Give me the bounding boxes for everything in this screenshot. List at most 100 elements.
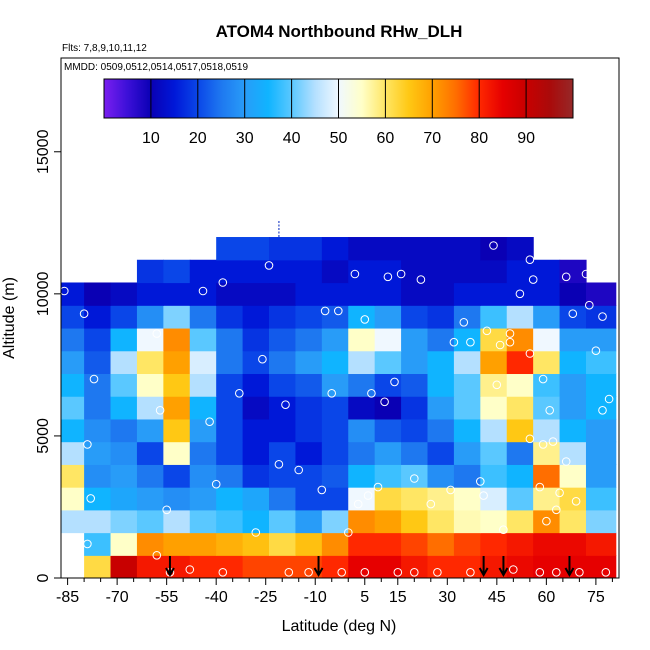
heatmap-cell (295, 396, 323, 420)
heatmap-cell (427, 441, 455, 465)
heatmap-cell (374, 532, 402, 556)
chart-title: ATOM4 Northbound RHw_DLH (216, 22, 463, 41)
heatmap-cell (453, 532, 481, 556)
heatmap-cell (242, 487, 270, 511)
heatmap-cell (242, 464, 270, 488)
heatmap-cell (84, 487, 112, 511)
heatmap-cell (453, 509, 481, 534)
heatmap-cell (480, 282, 508, 306)
sample-point (604, 394, 614, 404)
heatmap-cell (269, 259, 297, 284)
sample-point (525, 349, 535, 358)
sample-point (162, 505, 171, 515)
y-tick-label: 10000 (35, 272, 52, 317)
heatmap-cell (427, 555, 455, 578)
heatmap-cell (163, 350, 191, 375)
sample-point (410, 474, 419, 483)
sample-point (601, 568, 611, 577)
heatmap-cell (189, 282, 217, 306)
heatmap-cell (61, 464, 85, 488)
heatmap-cell (506, 555, 534, 578)
sample-point (571, 497, 581, 506)
heatmap-cell (110, 441, 138, 465)
sample-point (350, 269, 360, 279)
heatmap-cell (401, 259, 429, 284)
heatmap-cell (163, 487, 191, 511)
heatmap-cell (269, 532, 297, 556)
heatmap-cell (163, 327, 191, 352)
heatmap-cell (242, 418, 270, 443)
heatmap-cell (427, 509, 455, 534)
heatmap-cell (533, 464, 561, 488)
heatmap-cell (348, 487, 376, 511)
heatmap-cell (480, 350, 508, 375)
heatmap-cell (374, 464, 402, 488)
heatmap-cell (110, 305, 138, 329)
heatmap-cell (427, 487, 455, 511)
flight-arrow-head (564, 567, 575, 578)
sample-point (83, 539, 92, 549)
heatmap-cell (269, 418, 297, 443)
colorbar-ticks: 10 20 30 40 50 60 70 80 90 (142, 79, 535, 147)
heatmap-cell (401, 487, 429, 511)
heatmap-cell (533, 418, 561, 443)
heatmap-cell (189, 441, 217, 465)
heatmap-cell (453, 464, 481, 488)
heatmap-cell (163, 532, 191, 556)
heatmap-cell (480, 487, 508, 511)
heatmap-cell (242, 441, 270, 465)
heatmap-cell (559, 350, 587, 375)
heatmap-cell (427, 350, 455, 375)
heatmap-cell (480, 441, 508, 465)
sample-point (109, 272, 119, 282)
heatmap-cell (559, 532, 587, 556)
colorbar-tick-label: 10 (142, 130, 160, 147)
heatmap-cell (61, 396, 85, 420)
sample-point (390, 377, 399, 387)
heatmap-cell (348, 350, 376, 375)
heatmap-cell (453, 305, 481, 329)
heatmap-cell (585, 282, 617, 306)
heatmap-cell (401, 350, 429, 375)
sample-point (79, 309, 89, 319)
heatmap-cell (84, 418, 112, 443)
heatmap-cell (506, 418, 534, 443)
sample-point (482, 326, 492, 336)
heatmap-cell (401, 305, 429, 329)
heatmap-cell (242, 282, 270, 306)
sample-point (542, 516, 551, 526)
heatmap-cell (163, 259, 191, 284)
heatmap-cell (110, 396, 138, 420)
flights-note: Flts: 7,8,9,10,11,12 (62, 43, 147, 54)
sample-point (360, 568, 370, 577)
sample-point (505, 337, 515, 347)
heatmap-cell (453, 373, 481, 397)
heatmap-cell (453, 350, 481, 375)
heatmap-cell (480, 464, 508, 488)
heatmap-cell (136, 464, 164, 488)
sample-point (396, 269, 406, 279)
flight-arrow (478, 556, 489, 578)
heatmap-cell (401, 396, 429, 420)
heatmap-cell (427, 396, 455, 420)
heatmap-cell (374, 441, 402, 465)
heatmap-cell (136, 259, 164, 284)
heatmap-cell (348, 259, 376, 284)
sample-point (466, 568, 475, 577)
heatmap-cell (585, 509, 617, 534)
heatmap-cell (506, 259, 534, 284)
heatmap-cell (136, 487, 164, 511)
heatmap-cell (506, 305, 534, 329)
heatmap-cell (84, 532, 112, 556)
heatmap-cell (216, 418, 244, 443)
heatmap-cell (136, 509, 164, 534)
heatmap-cell (216, 464, 244, 488)
heatmap-cell (269, 305, 297, 329)
sample-point (353, 499, 363, 509)
heatmap-cell (427, 418, 455, 443)
heatmap-cell (189, 509, 217, 534)
heatmap-cell (61, 509, 85, 534)
sample-point (367, 389, 376, 398)
heatmap-cell (84, 509, 112, 534)
sample-point (525, 255, 535, 265)
